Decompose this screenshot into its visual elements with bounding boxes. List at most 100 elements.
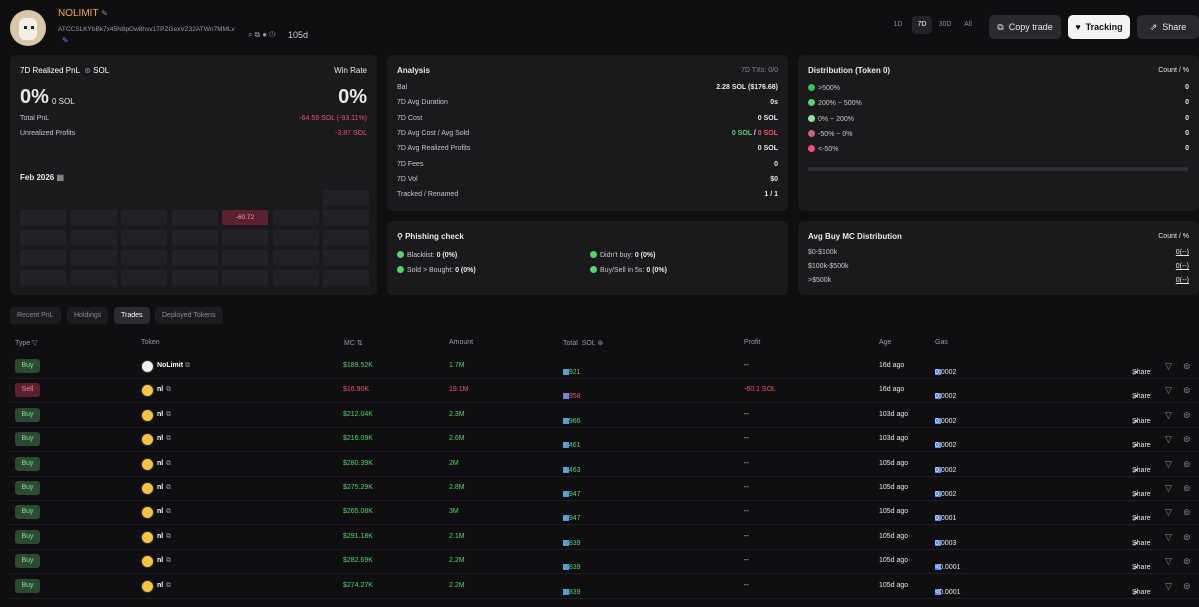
token-name[interactable]: nl xyxy=(157,386,164,394)
col-type[interactable]: Type ▽ xyxy=(15,339,38,347)
tab-deployed-tokens[interactable]: Deployed Tokens xyxy=(155,307,223,324)
table-row[interactable]: Buy nl ⧉ $216.09K 2.6M 3.461 -- 103d ago 0.0002 ⇗… xyxy=(10,428,1199,453)
calendar-day[interactable] xyxy=(171,250,218,265)
token-name[interactable]: nl xyxy=(157,532,164,540)
copy-icon[interactable]: ⧉ xyxy=(166,459,171,467)
range-all[interactable]: All xyxy=(964,21,972,28)
filter-icon[interactable]: ▽ xyxy=(1165,507,1172,518)
table-row[interactable]: Buy nl ⧉ $291.18K 2.1M 3.839 -- 105d ago 0.0003 ⇗… xyxy=(10,526,1199,550)
calendar-day[interactable] xyxy=(323,270,369,285)
filter-icon[interactable]: ▽ xyxy=(1165,531,1172,542)
tab-trades[interactable]: Trades xyxy=(114,307,150,324)
copy-icon[interactable]: ⧉ xyxy=(185,362,190,369)
token-name[interactable]: nl xyxy=(157,508,164,516)
calendar-day[interactable] xyxy=(70,230,117,245)
table-row[interactable]: Buy nl ⧉ $275.29K 2.8M 4.947 -- 105d ago 0.0002 ⇗… xyxy=(10,477,1199,501)
tab-holdings[interactable]: Holdings xyxy=(67,307,109,324)
calendar-day[interactable] xyxy=(171,210,218,225)
copy-icon[interactable]: ⧉ xyxy=(166,435,171,443)
calendar-day[interactable] xyxy=(70,270,117,285)
details-icon[interactable]: ⊜ xyxy=(1183,361,1191,371)
token-name[interactable]: nl xyxy=(157,435,164,443)
avg-buy-value[interactable]: 0(--) xyxy=(1175,249,1189,256)
calendar-day[interactable] xyxy=(121,210,167,225)
table-row[interactable]: Buy NoLimit ⧉ $189.52K 1.7M 3.921 -- 16d ago 0.0… xyxy=(10,355,1199,379)
details-icon[interactable]: ⊜ xyxy=(1183,580,1191,591)
avg-buy-value[interactable]: 0(--) xyxy=(1175,277,1189,284)
filter-icon[interactable]: ▽ xyxy=(1165,409,1172,420)
calendar-day[interactable] xyxy=(70,210,117,225)
table-row[interactable]: Buy nl ⧉ $212.04K 2.3M 2.966 -- 103d ago 0.0002 ⇗… xyxy=(10,404,1199,428)
filter-icon[interactable]: ▽ xyxy=(1165,434,1172,445)
table-row[interactable]: Sell nl ⧉ $16.90K 19.1M 3.958 -60.1 SOL 16d ago… xyxy=(10,379,1199,404)
filter-icon[interactable]: ▽ xyxy=(1165,556,1172,567)
details-icon[interactable]: ⊜ xyxy=(1183,458,1191,469)
details-icon[interactable]: ⊜ xyxy=(1183,434,1191,445)
toggle-unit-icon[interactable]: ⊛ xyxy=(597,340,604,347)
search-icon[interactable]: ⌕ xyxy=(248,30,255,39)
calendar-day[interactable] xyxy=(121,250,167,265)
token-name[interactable]: nl xyxy=(157,557,164,565)
calendar-day[interactable] xyxy=(121,270,167,285)
sort-icon[interactable]: ⇅ xyxy=(356,340,363,347)
col-mc[interactable]: MC ⇅ xyxy=(344,339,363,347)
tab-recent-pnl[interactable]: Recent PnL xyxy=(10,307,61,324)
edit-icon[interactable]: ✎ xyxy=(101,9,108,18)
link-icon[interactable]: ● xyxy=(262,30,270,39)
tracking-button[interactable]: ♥ Tracking xyxy=(1068,15,1130,39)
filter-icon[interactable]: ▽ xyxy=(1165,483,1172,493)
copy-icon[interactable]: ⧉ xyxy=(166,532,171,540)
calendar-day[interactable] xyxy=(70,250,117,265)
token-name[interactable]: nl xyxy=(157,459,164,467)
calendar-day[interactable] xyxy=(20,230,66,245)
token-name[interactable]: NoLimit xyxy=(157,362,184,369)
copy-icon[interactable]: ⧉ xyxy=(166,484,171,491)
calendar-day[interactable] xyxy=(272,210,319,225)
calendar-day[interactable] xyxy=(222,230,268,245)
copy-icon[interactable]: ⧉ xyxy=(166,386,171,394)
wallet-address[interactable]: ATCCSLKYbBk7x45N8pGw8hsv1TPZGexVZ32ATWn7… xyxy=(58,26,235,33)
copy-icon[interactable]: ⧉ xyxy=(254,30,263,39)
calendar-day[interactable] xyxy=(20,270,66,285)
copy-icon[interactable]: ⧉ xyxy=(166,581,171,589)
token-name[interactable]: nl xyxy=(157,581,164,589)
filter-icon[interactable]: ▽ xyxy=(1165,458,1172,469)
table-row[interactable]: Buy nl ⧉ $280.39K 2M 3.463 -- 105d ago 0.0002 ⇗ S… xyxy=(10,453,1199,477)
range-1d[interactable]: 1D xyxy=(893,21,903,28)
table-row[interactable]: Buy nl ⧉ $265.08K 3M 4.947 -- 105d ago 0.0001 ⇗ S… xyxy=(10,501,1199,526)
calendar-day[interactable] xyxy=(20,250,66,265)
range-30d[interactable]: 30D xyxy=(938,21,952,28)
calendar-day[interactable] xyxy=(121,230,167,245)
range-7d[interactable]: 7D xyxy=(912,16,932,34)
filter-icon[interactable]: ▽ xyxy=(1165,580,1172,591)
calendar-day[interactable] xyxy=(323,250,369,265)
details-icon[interactable]: ⊜ xyxy=(1183,531,1191,542)
avg-buy-value[interactable]: 0(--) xyxy=(1175,263,1189,270)
copy-icon[interactable]: ⧉ xyxy=(166,557,171,565)
table-row[interactable]: Buy nl ⧉ $274.27K 2.2M 3.839 -- 105d ago <0.0001… xyxy=(10,575,1199,599)
calendar-day[interactable] xyxy=(171,230,218,245)
calendar-day[interactable] xyxy=(323,210,369,225)
calendar-day[interactable]: -60.72 xyxy=(222,210,268,225)
calendar-day[interactable] xyxy=(222,250,268,265)
calendar-day[interactable] xyxy=(222,270,268,285)
filter-icon[interactable]: ▽ xyxy=(32,340,38,347)
token-name[interactable]: nl xyxy=(157,410,164,418)
filter-icon[interactable]: ▽ xyxy=(1165,385,1172,396)
details-icon[interactable]: ⊜ xyxy=(1183,409,1191,420)
share-button[interactable]: ⇗ Share xyxy=(1137,15,1199,39)
filter-icon[interactable]: ▽ xyxy=(1165,361,1172,371)
calendar-icon[interactable]: ▦ xyxy=(56,173,65,182)
table-row[interactable]: Buy nl ⧉ $282.69K 2.2M 3.839 -- 105d ago <0.0001… xyxy=(10,550,1199,575)
copy-icon[interactable]: ⧉ xyxy=(166,410,171,418)
details-icon[interactable]: ⊜ xyxy=(1183,385,1191,396)
calendar-day[interactable] xyxy=(272,270,319,285)
edit-note-icon[interactable]: ✎ xyxy=(62,36,69,45)
calendar-day[interactable] xyxy=(171,270,218,285)
copy-trade-button[interactable]: ⧉ Copy trade xyxy=(989,15,1061,39)
calendar-day[interactable] xyxy=(272,230,319,245)
copy-icon[interactable]: ⧉ xyxy=(166,508,171,516)
details-icon[interactable]: ⊜ xyxy=(1183,556,1191,567)
details-icon[interactable]: ⊜ xyxy=(1183,507,1191,518)
details-icon[interactable]: ⊜ xyxy=(1183,483,1191,493)
